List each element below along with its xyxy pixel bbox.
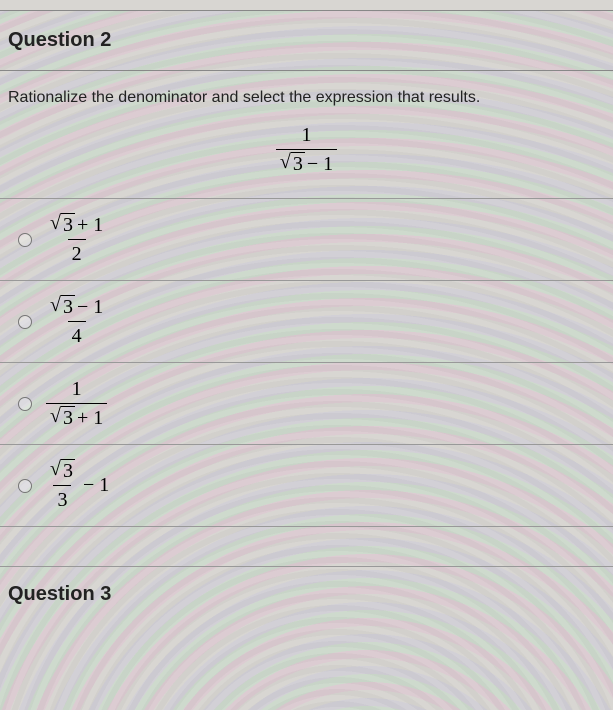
opt-a-num-tail: + 1 [77,213,103,237]
radio-icon[interactable] [18,397,32,411]
opt-c-den-tail: + 1 [77,406,103,430]
answer-options: √3 + 1 2 √3 − 1 4 [0,198,613,527]
radical-icon: √ [280,152,291,172]
radical-icon: √ [50,459,61,479]
opt-d-sqrt-arg: 3 [61,459,75,483]
display-denominator: √ 3 − 1 [276,149,337,176]
question-2-title: Question 2 [8,29,111,51]
display-fraction: 1 √ 3 − 1 [276,123,337,176]
opt-c-num: 1 [68,377,86,403]
page-content: Question 2 Rationalize the denominator a… [0,10,613,606]
opt-c-sqrt-arg: 3 [61,406,75,430]
opt-a-den: 2 [68,239,86,266]
option-c[interactable]: 1 √3 + 1 [0,363,613,445]
display-numerator: 1 [297,123,315,149]
question-2-header: Question 2 [0,11,613,71]
option-b[interactable]: √3 − 1 4 [0,281,613,363]
opt-b-sqrt-arg: 3 [61,295,75,319]
opt-b-num-tail: − 1 [77,295,103,319]
opt-a-sqrt-arg: 3 [61,213,75,237]
option-a[interactable]: √3 + 1 2 [0,199,613,281]
radio-icon[interactable] [18,233,32,247]
question-3-header: Question 3 [0,567,613,606]
radical-icon: √ [50,406,61,426]
question-2-prompt-row: Rationalize the denominator and select t… [0,71,613,117]
display-den-sqrt-arg: 3 [291,152,305,176]
radio-icon[interactable] [18,479,32,493]
question-3-title: Question 3 [8,583,111,605]
radical-icon: √ [50,295,61,315]
display-den-sqrt: √ 3 [280,152,305,176]
opt-d-den: 3 [53,485,71,512]
opt-d-tail: − 1 [83,474,109,497]
option-d[interactable]: √3 3 − 1 [0,445,613,527]
section-gap [0,527,613,567]
option-c-math: 1 √3 + 1 [46,377,107,430]
option-d-math: √3 3 − 1 [46,459,109,512]
option-a-math: √3 + 1 2 [46,213,107,266]
question-2-expression: 1 √ 3 − 1 [0,117,613,198]
opt-b-den: 4 [68,321,86,348]
question-2-prompt: Rationalize the denominator and select t… [8,89,480,106]
option-b-math: √3 − 1 4 [46,295,107,348]
radio-icon[interactable] [18,315,32,329]
radical-icon: √ [50,213,61,233]
display-den-tail: − 1 [307,152,333,176]
